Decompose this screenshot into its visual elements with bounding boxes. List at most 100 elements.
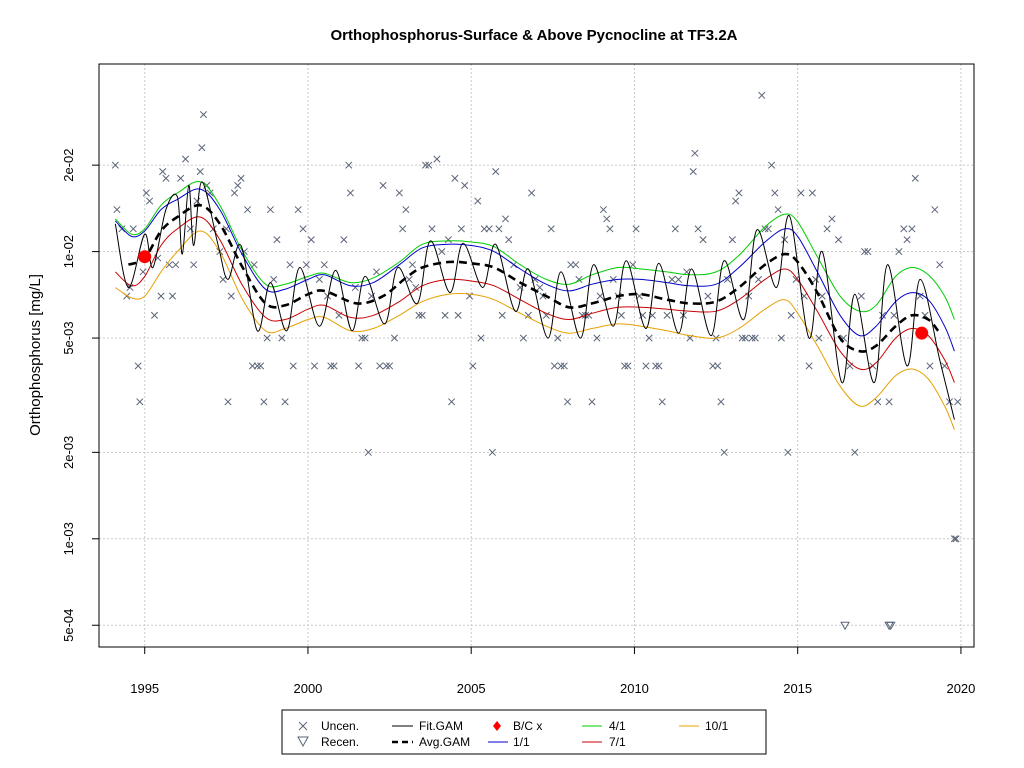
uncensored-point [554,334,562,342]
uncensored-point [593,334,601,342]
uncensored-point [787,311,795,319]
uncensored-point [563,398,572,406]
uncensored-point [748,334,756,342]
uncensored-point [704,292,712,300]
uncensored-point [846,362,854,370]
legend-fit-gam-label: Fit.GAM [419,719,463,733]
uncensored-point [624,362,632,370]
uncensored-point [818,292,826,300]
uncensored-point [307,236,315,244]
uncensored-point [519,334,527,342]
uncensored-point [861,248,869,256]
uncensored-point [219,275,227,283]
uncensored-point [477,334,485,342]
uncensored-point [761,225,769,233]
uncensored-point [190,261,198,269]
uncensored-point [498,311,506,319]
uncensored-point [936,261,944,269]
uncensored-point [658,398,666,406]
uncensored-point [874,398,882,406]
uncensored-point [629,261,637,269]
uncensored-point [812,275,820,283]
uncensored-point [931,206,939,214]
uncensored-point [421,161,430,169]
uncensored-point [596,292,604,300]
uncensored-point [327,362,335,370]
uncensored-point [146,197,154,205]
legend-bc-marker [493,721,501,731]
uncensored-point [412,283,420,292]
uncensored-point [691,149,699,157]
uncensored-point [441,311,449,319]
uncensored-point [199,111,208,119]
uncensored-point [528,189,536,197]
uncensored-point [289,362,297,370]
legend-uncen-marker [298,721,308,731]
uncensored-point [632,225,640,233]
series-lines [114,181,955,430]
y-tick-label: 2e-02 [61,149,76,182]
uncensored-point [885,398,893,406]
uncensored-point [557,362,565,370]
uncensored-point [444,236,452,244]
uncensored-point [408,261,416,269]
uncensored-point [320,261,328,269]
x-tick-label: 1995 [130,681,159,696]
uncensored-point [903,236,911,244]
uncensored-point [382,362,390,370]
recensored-point [840,621,850,631]
uncensored-point [345,161,353,169]
uncensored-point [113,206,121,214]
uncensored-point [857,292,865,300]
uncensored-point [438,248,446,256]
grid-lines [99,64,974,647]
uncensored-point [330,362,338,370]
uncensored-point [485,225,493,233]
series-line-7-1 [114,216,955,383]
uncensored-point [364,448,372,456]
uncensored-point [524,311,532,319]
uncensored-point [227,292,235,300]
uncensored-point [270,275,278,283]
uncensored-point [168,292,177,300]
y-tick-label: 5e-04 [61,609,76,642]
uncensored-point [346,189,354,197]
uncensored-point [196,167,204,176]
uncensored-point [358,334,366,342]
uncensored-point [118,225,126,233]
legend-7-1-label: 7/1 [609,735,626,749]
uncensored-point [699,236,707,244]
uncensored-point [390,334,399,342]
uncensored-point [129,225,137,233]
legend-avg-gam-label: Avg.GAM [419,735,470,749]
uncensored-point [603,215,611,223]
legend-uncen-label: Uncen. [321,719,359,733]
uncensored-point [781,236,789,244]
uncensored-point [418,311,426,319]
uncensored-point [754,275,763,283]
uncensored-point [266,206,274,214]
fit-gam-line [114,181,955,420]
uncensored-point [395,189,403,197]
y-axis-label: Orthophosphorus [mg/L] [27,274,44,436]
uncensored-point [834,236,843,244]
uncensored-point [908,225,916,233]
uncensored-point [536,283,544,292]
bc-point [915,326,929,340]
uncensored-point [286,261,294,269]
recensored-point [885,621,896,631]
uncensored-point [351,283,359,292]
uncensored-point [224,398,232,406]
uncensored-point [539,292,547,300]
uncensored-point [768,161,776,169]
uncensored-point [230,189,239,197]
uncensored-point [617,311,625,319]
uncensored-point [157,292,165,300]
uncensored-point [492,167,500,176]
uncensored-point [864,248,872,256]
legend-10-1-label: 10/1 [705,719,729,733]
uncensored-point [550,362,559,370]
uncensored-point [159,167,167,176]
x-tick-label: 2000 [293,681,322,696]
